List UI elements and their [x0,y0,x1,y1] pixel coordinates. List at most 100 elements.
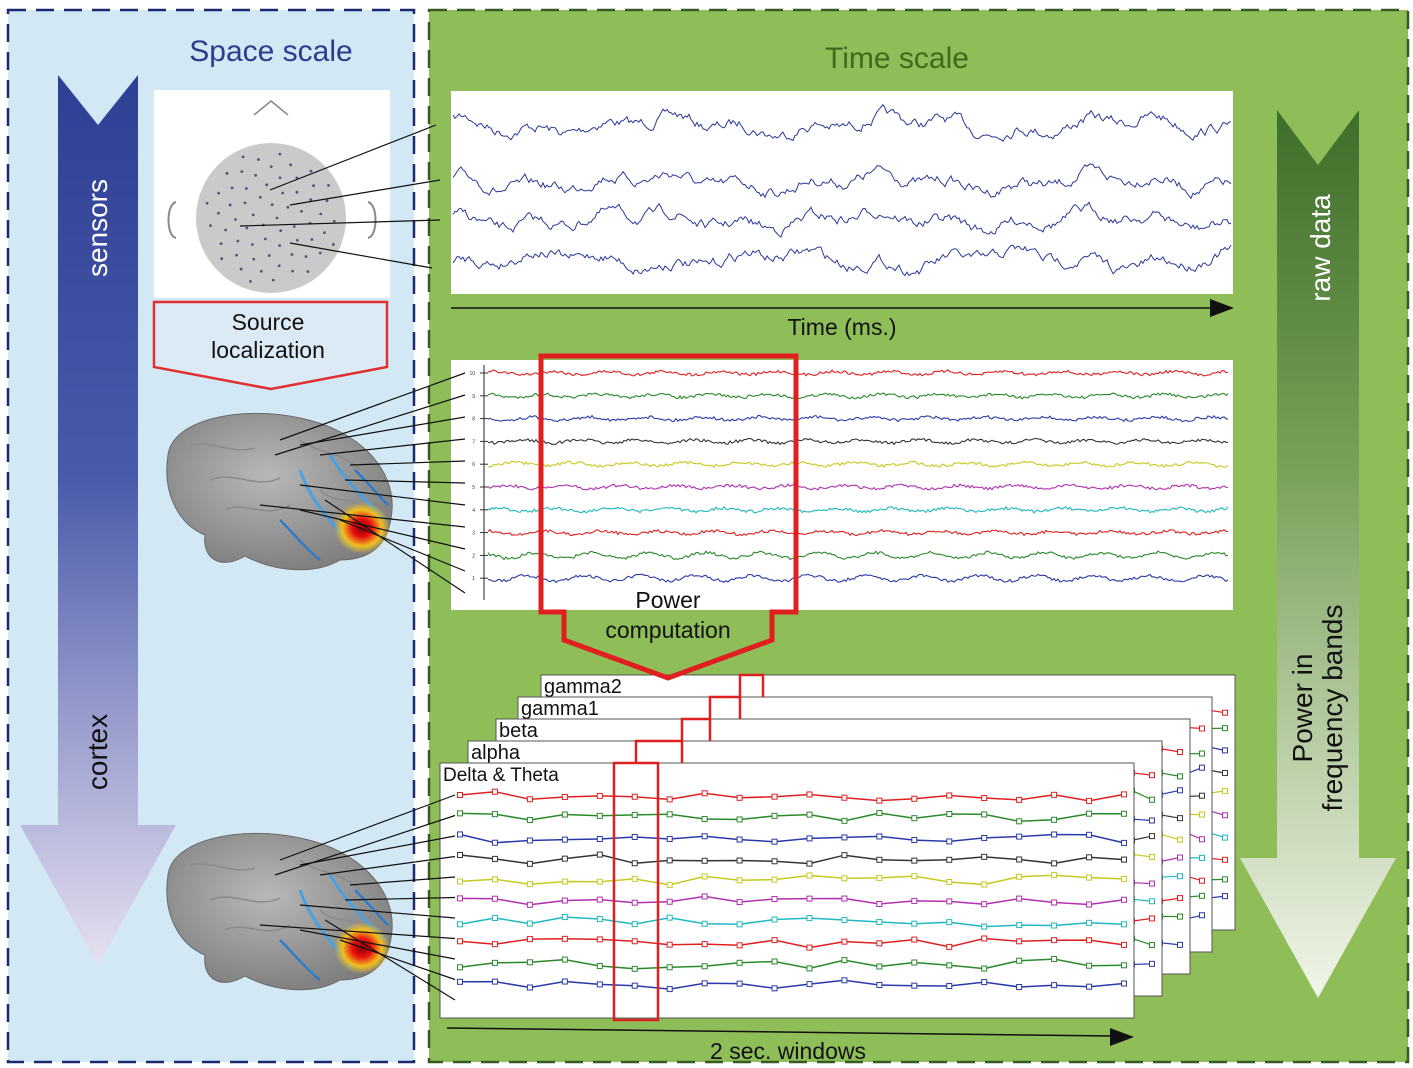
power-label: Power [635,587,701,613]
band-power-trace [1159,789,1181,796]
band-power-marker [911,873,918,880]
sensor-dot [295,176,299,180]
band-power-trace [1131,835,1153,841]
source-connector [299,509,466,550]
raw-eeg-trace [452,103,1232,142]
band-power-marker [666,964,673,971]
band-power-marker [1177,895,1183,902]
band-power-marker [666,914,673,921]
sensor-connector [269,124,437,191]
sensor-dot [249,280,252,283]
source-trace [487,550,1229,561]
power-in-bands-label: Power in frequency bands [1287,604,1348,811]
band-power-marker [841,875,848,882]
sensor-dot [265,183,269,187]
source-connector [274,394,466,456]
sensor-dot [209,224,212,227]
source-connector [339,519,466,572]
band-power-marker [1149,880,1155,887]
band-panel [439,762,1135,1019]
source-trace [487,369,1229,377]
band-power-trace [1131,818,1153,822]
band-power-marker [596,792,603,799]
sensor-dot [245,226,249,230]
band-power-marker [596,962,603,969]
sensor-connector [289,242,433,269]
sensor-dot [319,212,323,216]
band-power-marker [491,839,498,846]
band-connector [274,814,456,876]
band-power-marker [491,959,498,966]
source-trace [488,573,1229,584]
band-power-marker [1121,941,1127,948]
sensor-dot [257,158,260,161]
raw-eeg-trace [452,163,1232,200]
sensor-dot [281,191,285,195]
band-power-marker [1086,874,1093,881]
band-power-marker [806,965,813,972]
band-power-marker [841,895,848,902]
band-power-marker [771,876,778,883]
band-power-marker [736,959,743,966]
band-power-marker [1051,860,1058,867]
time-axis-label: Time (ms.) [787,314,896,340]
sensor-dot [279,229,283,233]
band-power-marker [1222,876,1228,883]
band-power-marker [1086,854,1093,861]
band-power-marker [631,938,638,945]
band-power-marker [841,957,848,964]
band-power-marker [911,982,918,989]
band-power-marker [1149,898,1155,905]
band-power-marker [876,963,883,970]
band-power-marker [736,921,743,928]
source-connector [279,372,466,441]
band-power-marker [981,834,988,841]
band-power-marker [946,943,953,950]
band-power-marker [1016,957,1023,964]
band-power-trace [459,916,1125,928]
band-power-marker [736,942,743,949]
source-channel-label: 1 [472,576,475,582]
band-power-marker [701,815,708,822]
band-power-marker [526,817,533,824]
time-scale-title: Time scale [825,42,969,75]
band-power-marker [596,835,603,842]
sensor-dot [259,269,263,273]
band-power-trace [459,874,1125,886]
band-power-trace [1159,856,1181,863]
source-trace [487,483,1229,491]
localization-label: localization [211,337,325,363]
source-timeseries-traces: 10 9 8 7 6 5 4 3 2 1 [469,369,1229,584]
source-label: Source [232,309,305,335]
band-power-marker [561,978,568,985]
band-power-marker [981,923,988,930]
band-power-marker [736,857,743,864]
band-power-marker [1016,984,1023,991]
band-label: gamma2 [544,676,622,698]
band-power-marker [1199,792,1205,799]
band-power-marker [561,811,568,818]
source-timeseries-panel [451,360,1233,610]
band-power-marker [1121,921,1127,928]
sensor-dot [234,218,237,221]
band-power-marker [876,874,883,881]
sensor-dot [251,213,255,217]
band-power-marker [806,915,813,922]
sensor-dot [278,244,282,247]
band-power-marker [631,982,638,989]
sensor-dot [241,155,245,159]
band-power-trace [1131,898,1153,902]
source-trace [487,392,1229,400]
band-power-marker [561,914,568,921]
band-label: beta [499,720,539,742]
band-power-marker [1177,749,1183,756]
band-power-marker [876,940,883,947]
band-label: alpha [471,742,521,764]
band-power-marker [911,936,918,943]
band-power-marker [1016,922,1023,929]
sensor-dot [290,253,294,256]
sensor-dot [292,225,296,228]
band-power-marker [1051,791,1058,798]
